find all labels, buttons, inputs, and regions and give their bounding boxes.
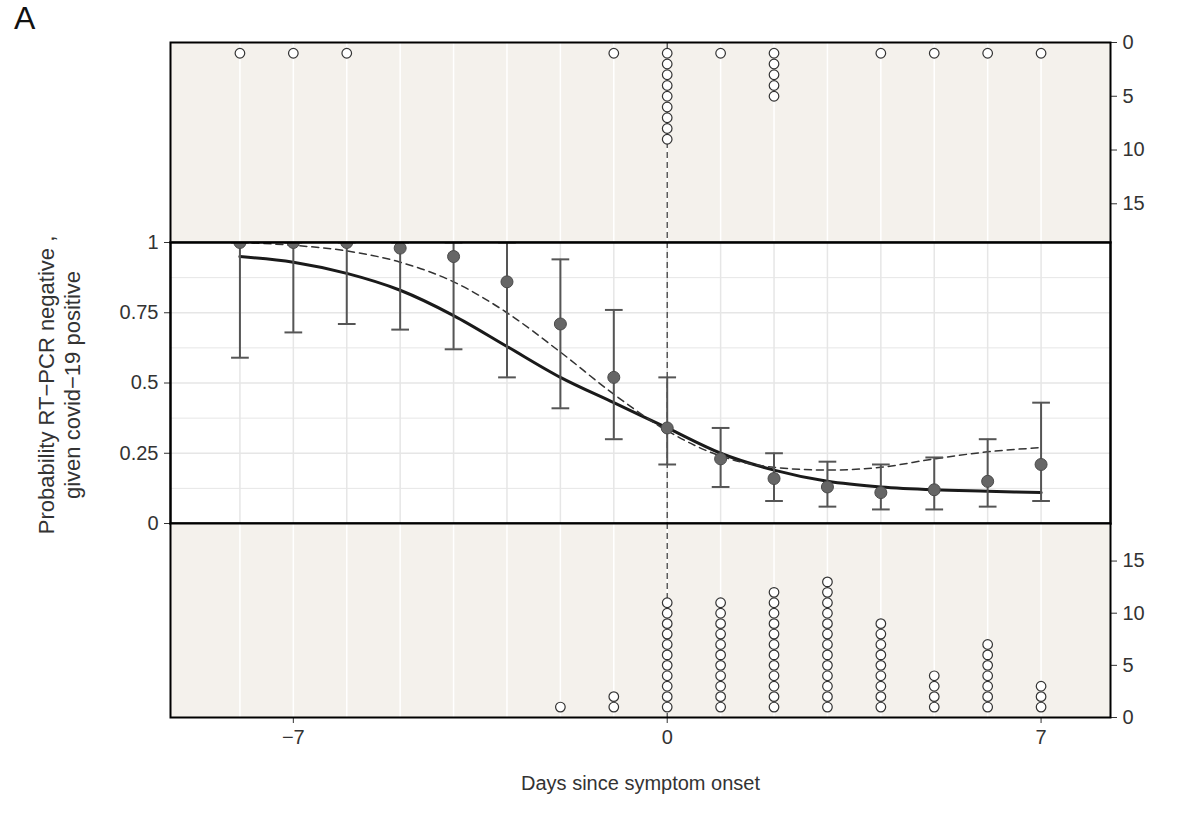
- svg-text:0.25: 0.25: [120, 442, 159, 464]
- html-text:A: A: [14, 0, 36, 36]
- svg-text:Days since symptom onset: Days since symptom onset: [521, 772, 760, 794]
- svg-text:1: 1: [147, 231, 158, 253]
- svg-text:−7: −7: [282, 726, 305, 748]
- svg-text:15: 15: [1123, 549, 1145, 571]
- html-text:given covid−19 positive: given covid−19 positive: [60, 271, 85, 500]
- svg-text:0: 0: [147, 512, 158, 534]
- svg-text:5: 5: [1123, 654, 1134, 676]
- svg-text:0: 0: [1123, 31, 1134, 53]
- svg-text:0.75: 0.75: [120, 301, 159, 323]
- svg-text:0.5: 0.5: [131, 371, 159, 393]
- svg-text:10: 10: [1123, 602, 1145, 624]
- svg-text:5: 5: [1123, 85, 1134, 107]
- svg-text:10: 10: [1123, 138, 1145, 160]
- svg-text:7: 7: [1036, 726, 1047, 748]
- svg-text:0: 0: [662, 726, 673, 748]
- svg-text:0: 0: [1123, 706, 1134, 728]
- svg-text:15: 15: [1123, 192, 1145, 214]
- html-text:Probability RT−PCR negative ,: Probability RT−PCR negative ,: [33, 235, 59, 535]
